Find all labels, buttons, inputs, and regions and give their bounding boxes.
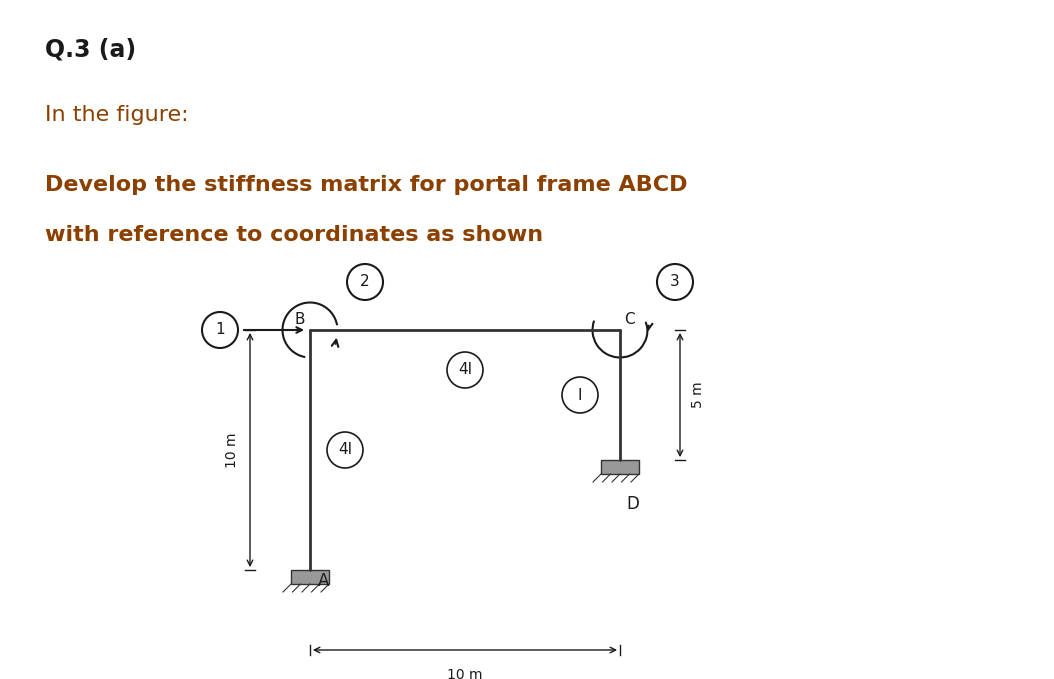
Text: C: C	[624, 312, 635, 327]
Text: 4I: 4I	[338, 443, 352, 458]
Text: D: D	[626, 495, 639, 513]
Text: B: B	[294, 312, 305, 327]
Text: 10 m: 10 m	[225, 433, 239, 468]
Text: A: A	[318, 572, 329, 590]
Text: 5 m: 5 m	[691, 382, 705, 408]
Bar	[601, 460, 639, 474]
Text: Q.3 (a): Q.3 (a)	[45, 38, 136, 62]
Text: 2: 2	[360, 274, 370, 289]
Text: with reference to coordinates as shown: with reference to coordinates as shown	[45, 225, 543, 245]
Text: Develop the stiffness matrix for portal frame ABCD: Develop the stiffness matrix for portal …	[45, 175, 687, 195]
Text: 1: 1	[215, 323, 225, 337]
Bar	[291, 570, 329, 584]
Text: In the figure:: In the figure:	[45, 105, 189, 125]
Text: 3: 3	[670, 274, 680, 289]
Text: 10 m: 10 m	[447, 668, 483, 679]
Text: I: I	[578, 388, 582, 403]
Text: 4I: 4I	[457, 363, 472, 378]
